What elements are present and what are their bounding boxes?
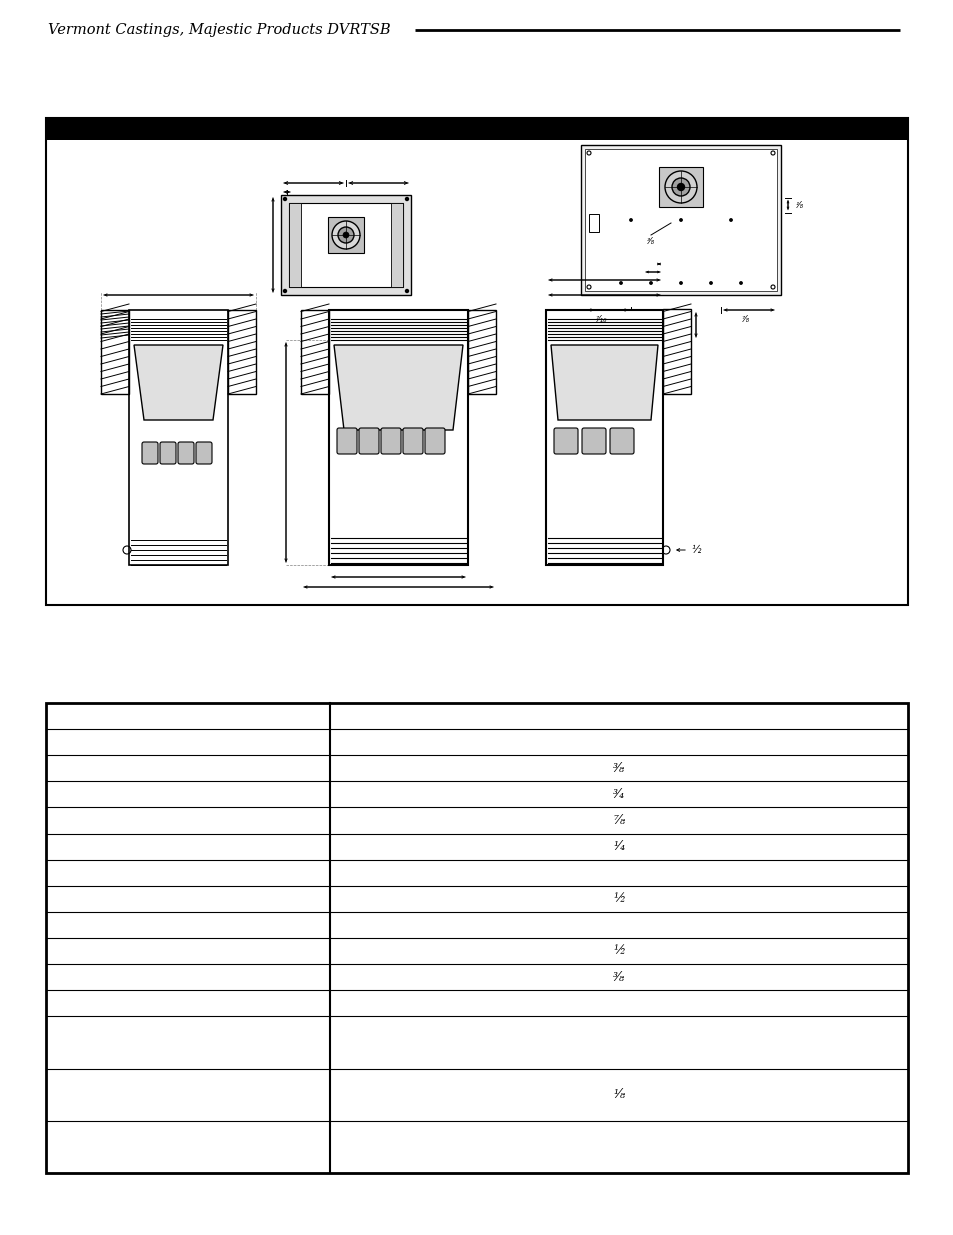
Circle shape — [586, 151, 590, 156]
Bar — [289, 203, 402, 287]
Bar — [301, 310, 329, 394]
Circle shape — [343, 232, 349, 238]
Polygon shape — [551, 345, 658, 420]
Bar — [588, 214, 598, 232]
Circle shape — [739, 282, 741, 284]
Bar — [328, 217, 364, 253]
Circle shape — [405, 198, 408, 200]
Text: ³⁄₄: ³⁄₄ — [613, 788, 624, 800]
Text: ³⁄₈: ³⁄₈ — [646, 236, 655, 246]
Bar — [129, 310, 228, 564]
Text: ¹⁄₄: ¹⁄₄ — [613, 840, 624, 853]
Text: ⁷⁄₁₆: ⁷⁄₁₆ — [595, 315, 606, 324]
FancyBboxPatch shape — [142, 442, 158, 464]
Circle shape — [679, 219, 681, 221]
Text: ⁷⁄₈: ⁷⁄₈ — [740, 315, 748, 324]
Circle shape — [405, 289, 408, 293]
Bar — [584, 149, 776, 291]
Text: ¹⁄₈: ¹⁄₈ — [794, 200, 802, 210]
FancyBboxPatch shape — [424, 429, 444, 454]
Circle shape — [619, 282, 621, 284]
Text: ½: ½ — [690, 545, 700, 555]
FancyBboxPatch shape — [581, 429, 605, 454]
Circle shape — [649, 282, 652, 284]
Circle shape — [586, 285, 590, 289]
Circle shape — [677, 184, 684, 190]
Text: Vermont Castings, Majestic Products DVRTSB: Vermont Castings, Majestic Products DVRT… — [48, 23, 390, 37]
Circle shape — [664, 170, 697, 203]
Text: ³⁄₈: ³⁄₈ — [613, 971, 624, 983]
Bar — [281, 195, 411, 295]
Text: ⁷⁄₈: ⁷⁄₈ — [613, 814, 624, 827]
FancyBboxPatch shape — [160, 442, 175, 464]
Text: ½: ½ — [613, 945, 624, 957]
Polygon shape — [334, 345, 462, 430]
Bar — [228, 310, 255, 394]
Polygon shape — [133, 345, 223, 420]
Text: ½: ½ — [613, 893, 624, 905]
Bar — [46, 119, 907, 605]
FancyBboxPatch shape — [380, 429, 400, 454]
Circle shape — [770, 285, 774, 289]
Circle shape — [770, 151, 774, 156]
Bar — [468, 310, 496, 394]
Circle shape — [729, 219, 732, 221]
Bar — [101, 310, 129, 394]
Circle shape — [337, 227, 354, 243]
Bar — [659, 167, 702, 207]
Bar — [46, 703, 907, 1173]
Circle shape — [671, 178, 689, 196]
Circle shape — [709, 282, 712, 284]
Bar — [662, 309, 690, 394]
FancyBboxPatch shape — [336, 429, 356, 454]
Bar — [545, 310, 662, 564]
Bar — [289, 203, 301, 287]
Bar — [391, 203, 402, 287]
FancyBboxPatch shape — [402, 429, 422, 454]
Bar — [46, 119, 907, 140]
FancyBboxPatch shape — [609, 429, 634, 454]
FancyBboxPatch shape — [554, 429, 578, 454]
Circle shape — [332, 221, 359, 249]
Text: ³⁄₈: ³⁄₈ — [613, 762, 624, 774]
Text: ¹⁄₈: ¹⁄₈ — [613, 1088, 624, 1102]
Circle shape — [283, 289, 286, 293]
Bar — [580, 144, 781, 295]
Bar — [329, 310, 468, 564]
Circle shape — [679, 282, 681, 284]
Circle shape — [629, 219, 632, 221]
FancyBboxPatch shape — [195, 442, 212, 464]
Circle shape — [283, 198, 286, 200]
FancyBboxPatch shape — [358, 429, 378, 454]
FancyBboxPatch shape — [178, 442, 193, 464]
